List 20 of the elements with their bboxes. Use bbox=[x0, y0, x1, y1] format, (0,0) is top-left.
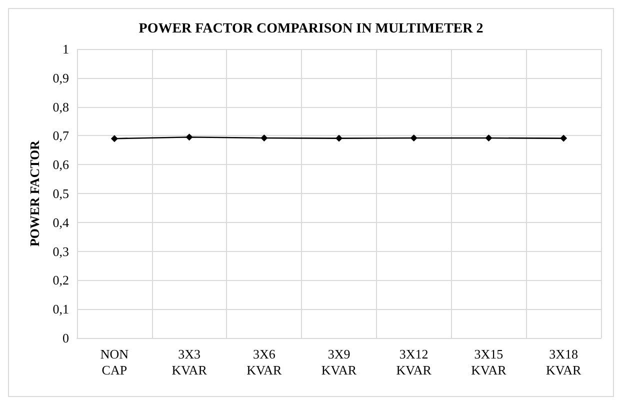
y-tick-label: 0,7 bbox=[52, 128, 70, 144]
y-axis-title: POWER FACTOR bbox=[27, 140, 42, 247]
x-tick-label: 3X9 KVAR bbox=[321, 346, 357, 378]
y-tick-label: 1 bbox=[62, 42, 69, 56]
y-tick-label: 0,2 bbox=[52, 272, 69, 288]
x-tick-label: 3X18 KVAR bbox=[546, 346, 582, 378]
y-tick-label: 0,1 bbox=[52, 302, 69, 317]
y-tick-label: 0,9 bbox=[52, 70, 69, 86]
y-tick-label: 0,6 bbox=[52, 157, 70, 172]
y-tick-label: 0,4 bbox=[52, 214, 70, 230]
x-tick-label: 3X6 KVAR bbox=[246, 346, 282, 378]
y-tick-label: 0 bbox=[62, 330, 69, 346]
x-tick-label: 3X3 KVAR bbox=[172, 346, 208, 378]
y-tick-label: 0,8 bbox=[52, 99, 69, 114]
y-tick-label: 0,3 bbox=[52, 244, 69, 259]
x-tick-label: 3X15 KVAR bbox=[471, 346, 507, 378]
x-tick-label: NON CAP bbox=[100, 346, 130, 378]
x-tick-label: 3X12 KVAR bbox=[396, 346, 432, 378]
chart-title: POWER FACTOR COMPARISON IN MULTIMETER 2 bbox=[138, 22, 484, 36]
y-tick-label: 0,5 bbox=[52, 186, 69, 201]
